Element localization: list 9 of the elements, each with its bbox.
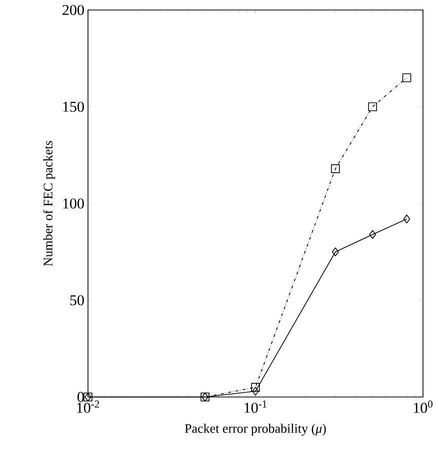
- x-axis-title: Packet error probability (μ): [184, 424, 326, 436]
- y-tick-label: 50: [70, 295, 84, 306]
- y-tick-label: 100: [63, 198, 84, 209]
- x-tick-label: 10$^{-1}$: [244, 400, 266, 413]
- x-tick-label: 10$^{-2}$: [77, 400, 100, 413]
- y-axis-title: Number of FEC packets: [43, 140, 56, 266]
- x-tick-label: 10$^{0}$: [414, 400, 432, 413]
- y-tick-label: 200: [62, 4, 84, 16]
- y-tick-label: 150: [63, 102, 84, 112]
